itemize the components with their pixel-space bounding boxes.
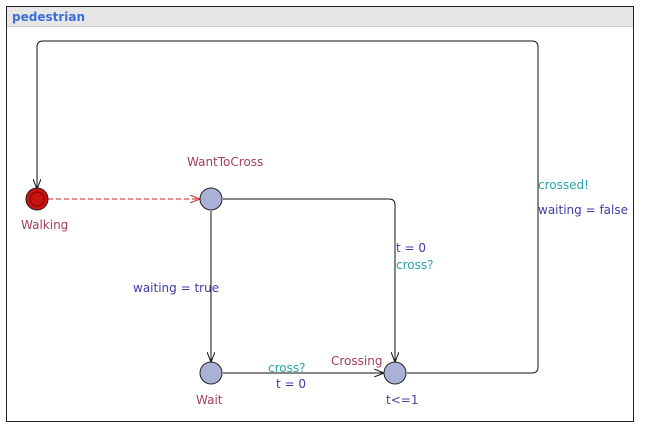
location-name-wait: Wait bbox=[196, 393, 223, 407]
location-crossing[interactable] bbox=[383, 361, 407, 385]
template-title-bar: pedestrian bbox=[7, 7, 633, 27]
update-wait-to-crossing: t = 0 bbox=[276, 377, 306, 391]
location-name-crossing: Crossing bbox=[331, 354, 382, 368]
template-name: pedestrian bbox=[12, 10, 86, 24]
update-wanttocross-to-crossing: t = 0 bbox=[396, 241, 426, 255]
edge-crossing-to-walking[interactable] bbox=[37, 40, 539, 374]
update-wanttocross-to-wait: waiting = true bbox=[133, 281, 219, 295]
edge-wanttocross-to-crossing[interactable] bbox=[223, 198, 395, 361]
update-crossing-to-walking: waiting = false bbox=[538, 203, 628, 217]
invariant-crossing: t<=1 bbox=[386, 393, 418, 407]
initial-location-inner-circle bbox=[29, 191, 45, 207]
sync-crossing-to-walking: crossed! bbox=[538, 178, 589, 192]
location-wait[interactable] bbox=[199, 361, 223, 385]
sync-wait-to-crossing: cross? bbox=[268, 361, 305, 375]
template-panel: pedestrian bbox=[6, 6, 634, 422]
location-name-walking: Walking bbox=[21, 218, 68, 232]
location-name-wanttocross: WantToCross bbox=[187, 155, 263, 169]
location-walking[interactable] bbox=[25, 187, 49, 211]
location-wanttocross[interactable] bbox=[199, 187, 223, 211]
sync-wanttocross-to-crossing: cross? bbox=[396, 258, 433, 272]
initial-location-outer-circle bbox=[25, 187, 49, 211]
